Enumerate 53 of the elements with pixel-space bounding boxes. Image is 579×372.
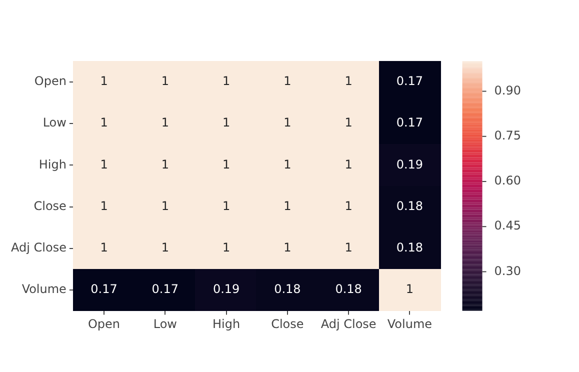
data-label: 1 [284,198,292,213]
x-tick-label: High [212,317,240,332]
data-label: 1 [284,240,292,255]
y-tick-label: High [38,157,66,172]
data-label: 1 [344,116,352,130]
y-tick-label: Low [42,116,67,130]
data-label: 1 [100,74,108,88]
data-label: 1 [344,157,352,172]
data-label: 1 [161,116,169,130]
y-tick-label: Open [34,74,66,88]
data-label: 1 [161,157,169,172]
data-label: 1 [161,240,169,255]
data-label: 0.17 [396,74,424,88]
x-tick-label: Volume [387,317,432,332]
data-label: 1 [284,157,292,172]
data-label: 1 [100,198,108,213]
data-label: 1 [222,74,230,88]
data-label: 1 [222,116,230,130]
data-label: 1 [344,74,352,88]
data-label: 1 [344,240,352,255]
data-label: 1 [284,74,292,88]
data-label: 1 [222,157,230,172]
data-label: 0.19 [212,282,240,296]
data-label: 1 [222,198,230,213]
data-label: 0.18 [396,240,424,255]
x-tick-label: Adj Close [320,317,376,332]
data-label: 0.17 [396,116,424,130]
data-label: 0.18 [396,198,424,213]
color-bar-label: 0.45 [494,218,521,233]
data-label: 1 [161,198,169,213]
x-tick-label: Close [271,317,304,332]
data-label: 0.19 [396,157,424,172]
y-tick-label: Volume [22,282,66,296]
color-bar-label: 0.75 [494,128,521,143]
color-bar-label: 0.30 [494,264,521,278]
y-tick-label: Adj Close [11,240,66,255]
x-tick-label: Low [153,317,178,332]
data-label: 1 [284,116,292,130]
data-label: 0.17 [152,282,179,296]
data-label: 1 [100,240,108,255]
data-label: 1 [222,240,230,255]
data-label: 0.18 [335,282,362,296]
data-label: 0.17 [90,282,118,296]
color-bar-label: 0.60 [494,174,521,188]
x-tick-label: Open [88,317,120,332]
color-bar-label: 0.90 [494,83,521,98]
data-label: 1 [161,74,169,88]
data-label: 1 [100,116,108,130]
data-label: 1 [344,198,352,213]
data-label: 1 [406,282,414,296]
data-label: 1 [100,157,108,172]
y-tick-label: Close [34,198,66,213]
data-label: 0.18 [274,282,301,296]
